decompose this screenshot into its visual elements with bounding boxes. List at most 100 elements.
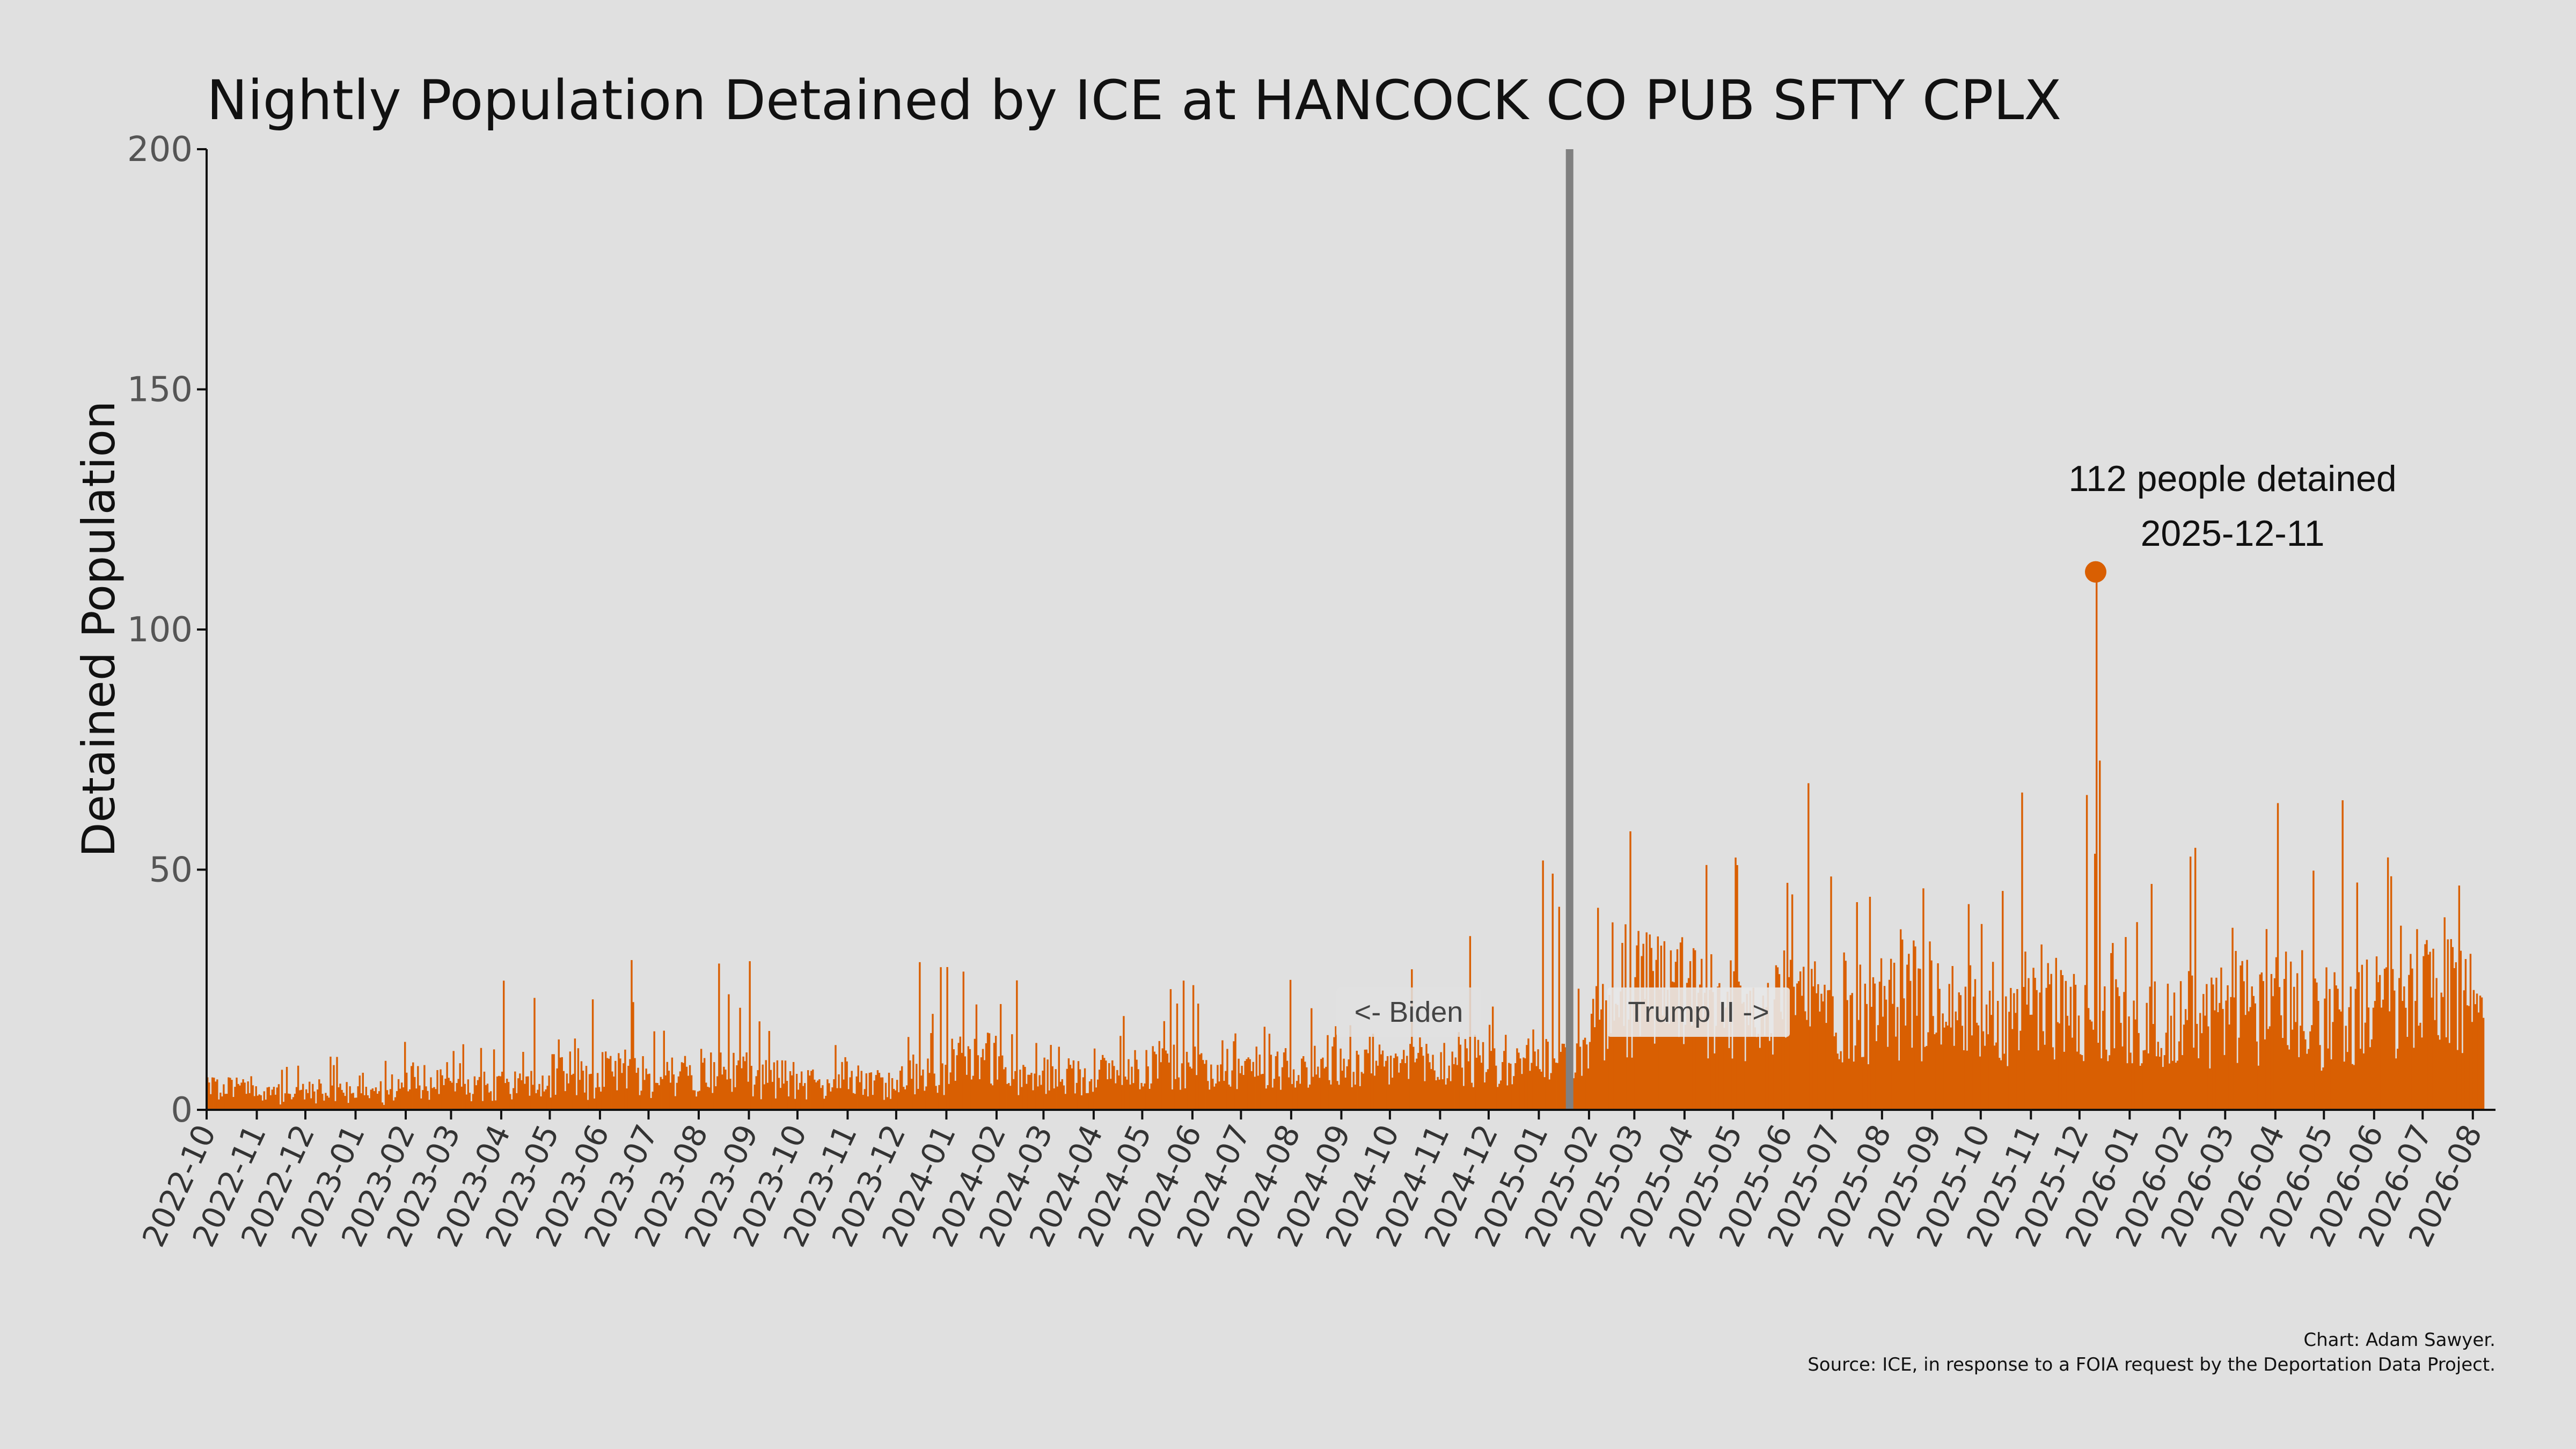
bar (1595, 986, 1598, 1110)
bar (1709, 990, 1711, 1110)
bar (1388, 1084, 1391, 1110)
bar (2329, 989, 2331, 1110)
bar (465, 1094, 468, 1110)
bar (2081, 1055, 2083, 1110)
bar (310, 1098, 312, 1110)
bar (1772, 1054, 1774, 1110)
bar (1534, 1051, 1536, 1110)
bar (889, 1099, 892, 1110)
bar (2105, 1049, 2107, 1110)
bar (2380, 1007, 2383, 1110)
bar (728, 994, 730, 1110)
y-axis-label: Detained Population (72, 401, 125, 857)
bar (253, 1096, 255, 1110)
bar (2256, 1041, 2258, 1110)
bar (2036, 990, 2038, 1110)
bar (1894, 1036, 1897, 1110)
bar (383, 1104, 385, 1110)
bar (1194, 1046, 1196, 1110)
bar (1523, 1057, 1525, 1110)
bar (986, 1033, 989, 1110)
bar (1817, 984, 1819, 1110)
bar (998, 1056, 1000, 1110)
bar (2460, 950, 2462, 1110)
bar (1506, 1085, 1509, 1110)
bar (1438, 1079, 1440, 1110)
bar (1425, 1044, 1428, 1110)
bar (462, 1044, 464, 1110)
bar (449, 1081, 451, 1110)
bar (1192, 985, 1195, 1110)
bar (1445, 1084, 1447, 1110)
bar (2199, 1013, 2201, 1110)
bar (582, 1071, 584, 1110)
bar (1789, 960, 1792, 1110)
bar (1857, 1020, 1860, 1110)
bar (1980, 924, 1983, 1110)
bar (1370, 1073, 1373, 1110)
bar (2421, 1037, 2423, 1110)
bar (656, 1083, 658, 1110)
bar (849, 1077, 851, 1110)
bar (2052, 1047, 2054, 1110)
bar (1905, 1025, 1907, 1110)
bar (2045, 987, 2047, 1110)
bar (1686, 983, 1688, 1110)
bar (1964, 986, 1967, 1110)
bar (1922, 888, 1924, 1110)
bar (1846, 1000, 1848, 1110)
bar (601, 1052, 604, 1110)
bar (502, 980, 505, 1110)
bar (1993, 1045, 1996, 1110)
bar (483, 1071, 486, 1110)
bar (838, 1074, 840, 1110)
bar (1851, 993, 1853, 1110)
bar (1231, 1070, 1233, 1110)
bar (1220, 1064, 1222, 1110)
bar (2267, 1029, 2270, 1110)
bar (2480, 997, 2483, 1110)
bar (218, 1099, 220, 1110)
bar (1618, 1017, 1620, 1110)
bar (1419, 1037, 1421, 1110)
bar (2066, 1015, 2069, 1110)
bar (1267, 1085, 1269, 1110)
bar (1589, 1042, 1591, 1110)
bar (2308, 1049, 2310, 1110)
bar (2254, 1003, 2256, 1110)
bar (1424, 1081, 1426, 1110)
bar (224, 1094, 226, 1110)
bar (2361, 964, 2363, 1110)
bar (2000, 1060, 2002, 1110)
bar (911, 1079, 913, 1110)
bar (1969, 965, 1972, 1110)
bar (1990, 1015, 1993, 1110)
bar (1482, 1042, 1484, 1110)
bar (404, 1042, 406, 1110)
bar (724, 1070, 727, 1110)
bar (2089, 1020, 2091, 1110)
bar (1067, 1058, 1070, 1110)
bar (2227, 985, 2229, 1110)
bar (2214, 1010, 2216, 1110)
bar (349, 1086, 351, 1110)
bar (1604, 1060, 1606, 1110)
bar (1757, 1034, 1759, 1110)
bar (2367, 1007, 2370, 1110)
bar (1483, 1082, 1486, 1110)
bar (485, 1085, 487, 1110)
bar (1755, 1037, 1758, 1110)
bar (2074, 984, 2077, 1110)
bar (1173, 1044, 1175, 1110)
bar (276, 1087, 279, 1110)
bar (2400, 925, 2402, 1110)
bar (2179, 981, 2182, 1110)
bar (1726, 991, 1729, 1110)
bar (1309, 1084, 1311, 1110)
bar (1585, 1044, 1588, 1110)
bar (1999, 1058, 2001, 1110)
bar (721, 1074, 723, 1110)
bar (591, 999, 594, 1110)
bar (637, 1067, 639, 1110)
bar (2186, 1020, 2189, 1110)
